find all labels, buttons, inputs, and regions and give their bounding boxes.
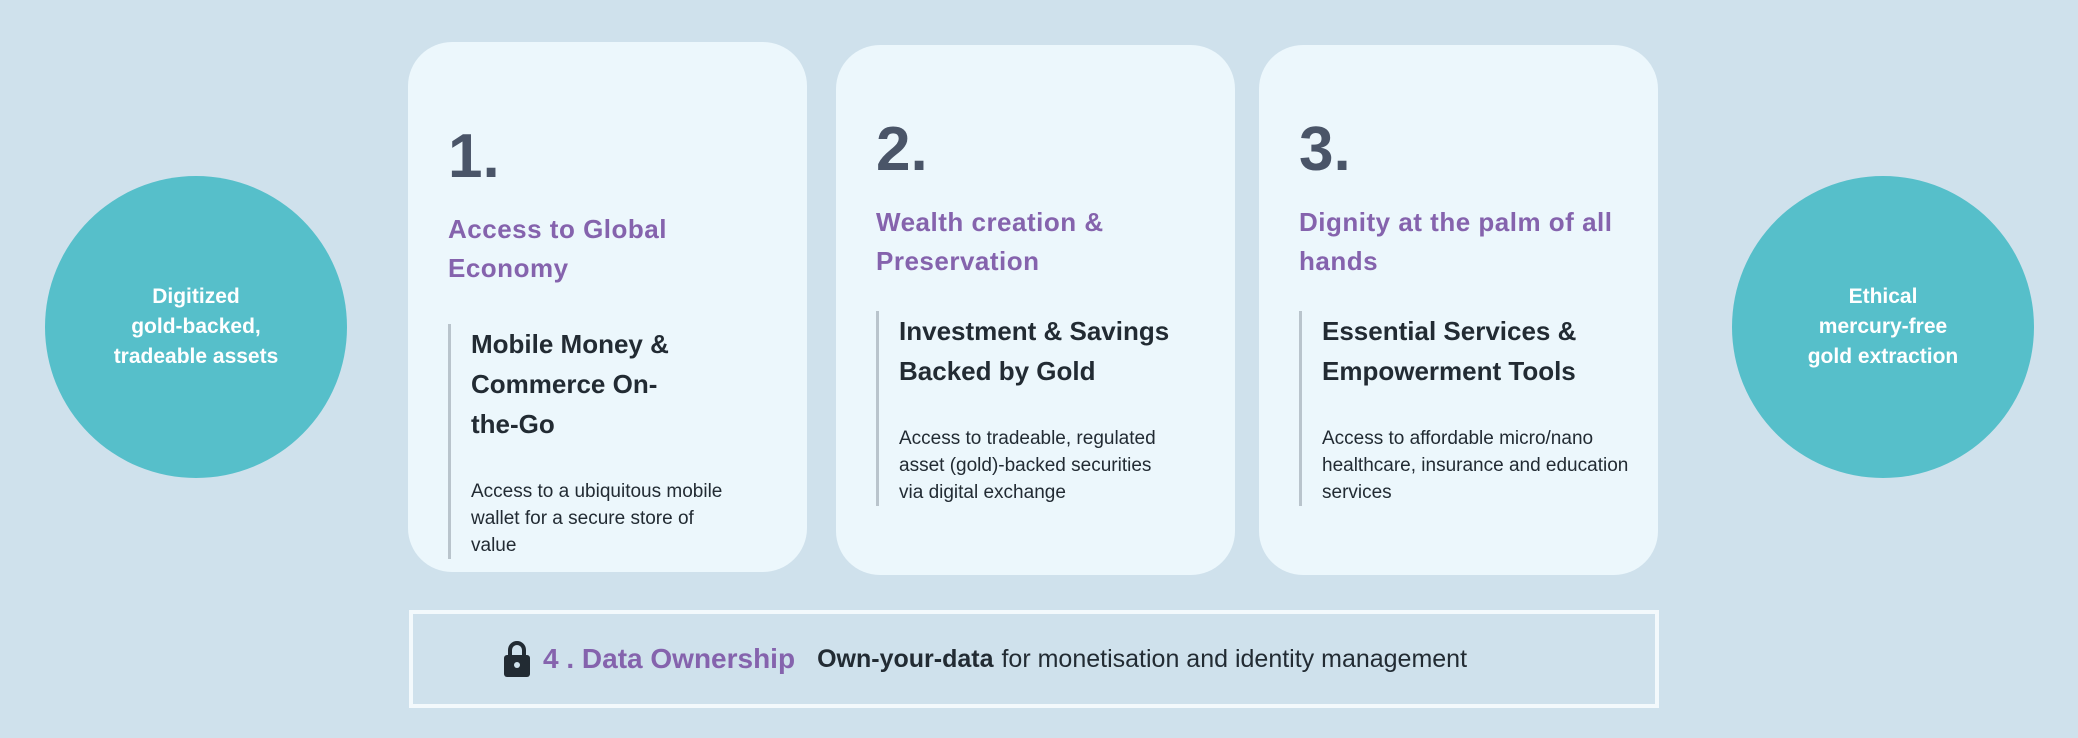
data-ownership-title: 4 . Data Ownership <box>543 643 796 674</box>
data-ownership-text: for monetisation and identity management <box>1001 644 1468 673</box>
card-detail: Essential Services & Empowerment Tools A… <box>1299 311 1628 506</box>
card-body: Access to a ubiquitous mobile wallet for… <box>471 481 723 556</box>
lock-icon <box>503 640 531 678</box>
left-circle: Digitized gold-backed, tradeable assets <box>45 176 347 478</box>
card-body: Access to affordable micro/nano healthca… <box>1322 428 1629 503</box>
card-detail: Mobile Money & Commerce On-the-Go Access… <box>448 324 777 559</box>
card-3: 3. Dignity at the palm of all hands Esse… <box>1259 45 1658 575</box>
card-title: Dignity at the palm of all hands <box>1299 207 1613 276</box>
right-circle: Ethical mercury-free gold extraction <box>1732 176 2034 478</box>
card-number: 1. <box>448 122 500 191</box>
card-body: Access to tradeable, regulated asset (go… <box>899 428 1156 503</box>
right-circle-text: Ethical mercury-free gold extraction <box>1807 285 1959 368</box>
card-number: 2. <box>876 115 928 184</box>
card-subtitle: Investment & Savings Backed by Gold <box>899 316 1170 386</box>
card-1: 1. Access to Global Economy Mobile Money… <box>408 42 807 572</box>
left-circle-text: Digitized gold-backed, tradeable assets <box>113 285 279 368</box>
card-title: Wealth creation & Preservation <box>876 207 1104 276</box>
data-ownership-banner: 4 . Data Ownership Own-your-data for mon… <box>409 610 1659 708</box>
data-ownership-bold: Own-your-data <box>817 644 994 673</box>
card-2: 2. Wealth creation & Preservation Invest… <box>836 45 1235 575</box>
card-number: 3. <box>1299 115 1351 184</box>
card-detail: Investment & Savings Backed by Gold Acce… <box>876 311 1205 506</box>
card-subtitle: Essential Services & Empowerment Tools <box>1322 316 1577 386</box>
card-title: Access to Global Economy <box>448 214 667 283</box>
card-subtitle: Mobile Money & Commerce On-the-Go <box>471 329 669 439</box>
